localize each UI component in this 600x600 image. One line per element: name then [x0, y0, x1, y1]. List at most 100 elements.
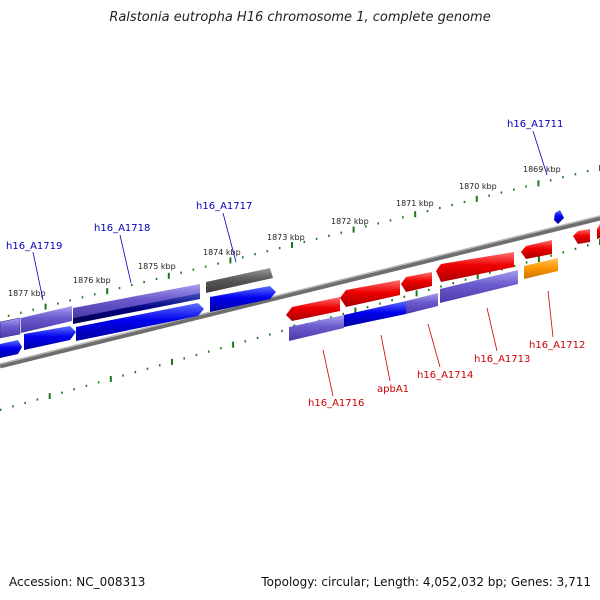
lower-ruler-dot	[403, 295, 406, 298]
gene-edge-red[interactable]	[573, 229, 590, 244]
lower-ruler-dot	[36, 398, 39, 401]
lower-ruler-dot	[428, 288, 430, 291]
lower-ruler-dot	[61, 391, 63, 394]
kbp-label-1869: 1869 kbp	[523, 165, 561, 174]
gene-h16-A1711[interactable]	[554, 210, 564, 224]
upper-ruler-dot	[32, 308, 34, 311]
gene-h16-A1718-navy[interactable]	[73, 293, 200, 324]
kbp-label-1871: 1871 kbp	[396, 199, 434, 208]
kbp-label-1875: 1875 kbp	[138, 262, 176, 271]
lower-ruler-dot	[366, 306, 369, 309]
gene-label-h16-A1719[interactable]: h16_A1719	[6, 241, 62, 252]
lower-ruler-dot	[452, 282, 454, 285]
upper-ruler-major-tick	[414, 211, 417, 218]
gene-apbA1-red[interactable]	[340, 280, 400, 307]
lower-ruler-major-tick	[476, 273, 479, 280]
lower-ruler-dot	[158, 364, 161, 367]
upper-ruler-dot	[488, 194, 490, 197]
lower-ruler-dot	[195, 353, 198, 357]
gene-label-h16-A1714[interactable]: h16_A1714	[417, 370, 473, 381]
lower-ruler-major-tick	[354, 307, 357, 314]
upper-ruler-dot	[574, 173, 577, 176]
upper-scale-ruler	[7, 165, 600, 317]
upper-ruler-dot	[377, 222, 379, 225]
upper-ruler-dot	[180, 271, 182, 274]
gene-h16-A1717[interactable]	[210, 286, 276, 312]
gene-h16-A1716[interactable]	[286, 297, 340, 321]
kbp-label-1874: 1874 kbp	[203, 248, 241, 257]
gene-label-h16-A1713[interactable]: h16_A1713	[474, 354, 530, 365]
lower-ruler-major-tick	[415, 290, 418, 297]
lower-ruler-dot	[330, 316, 332, 319]
lower-ruler-dot	[244, 340, 247, 343]
upper-ruler-dot	[254, 253, 256, 256]
gene-label-apbA1[interactable]: apbA1	[377, 384, 409, 395]
upper-ruler-dot	[131, 283, 133, 287]
gene-h16-A1713-red[interactable]	[436, 252, 514, 282]
gene-h16-A1712[interactable]	[524, 258, 558, 279]
lower-ruler-dot	[489, 271, 491, 274]
upper-ruler-major-tick	[167, 272, 170, 279]
gene-label-h16-A1712[interactable]: h16_A1712	[529, 340, 585, 351]
lower-ruler-dot	[440, 285, 442, 288]
upper-ruler-dot	[192, 268, 195, 271]
upper-ruler-dot	[451, 203, 453, 207]
gene-apbA1[interactable]	[344, 301, 406, 327]
lower-ruler-major-tick	[232, 341, 235, 348]
upper-ruler-major-tick	[44, 303, 47, 310]
kbp-label-1872: 1872 kbp	[331, 217, 369, 226]
upper-ruler-dot	[266, 250, 269, 253]
kbp-label-1877: 1877 kbp	[8, 289, 46, 298]
lower-ruler-dot	[122, 374, 124, 377]
upper-ruler-dot	[303, 240, 306, 243]
upper-ruler-dot	[241, 256, 244, 259]
gene-label-h16-A1716[interactable]: h16_A1716	[308, 398, 364, 409]
gene-label-h16-A1718[interactable]: h16_A1718	[94, 223, 150, 234]
gene-h16-A1714-red[interactable]	[401, 272, 432, 292]
upper-ruler-dot	[586, 170, 589, 173]
lower-ruler-dot	[379, 302, 381, 305]
gene-edge-red-2[interactable]	[597, 224, 600, 239]
lower-ruler-dot	[574, 247, 577, 250]
upper-ruler-dot	[328, 234, 330, 237]
upper-ruler-major-tick	[475, 195, 478, 202]
upper-ruler-dot	[81, 296, 84, 299]
lower-ruler-dot	[269, 333, 271, 336]
upper-ruler-dot	[278, 247, 281, 250]
lower-ruler-dot	[342, 312, 344, 315]
gene-h16-A1714[interactable]	[406, 293, 438, 314]
gene-h16-A1712-red[interactable]	[521, 240, 552, 259]
upper-ruler-dot	[217, 262, 219, 265]
upper-ruler-major-tick	[229, 257, 232, 264]
lower-ruler-dot	[0, 408, 2, 411]
gene-h16-A1719[interactable]	[0, 340, 22, 358]
reverse-strand-genes	[286, 224, 600, 341]
kbp-label-1873: 1873 kbp	[267, 233, 305, 242]
gene-h16-A1718-purple-a[interactable]	[21, 306, 72, 333]
gene-h16-A1718-blue-b[interactable]	[76, 303, 204, 341]
upper-ruler-dot	[500, 191, 503, 194]
gene-label-h16-A1711[interactable]: h16_A1711	[507, 119, 563, 130]
upper-ruler-dot	[7, 314, 10, 317]
gene-h16-A1718-blue-a[interactable]	[24, 326, 76, 350]
gene-h16-A1719-segment[interactable]	[0, 317, 21, 339]
lower-ruler-dot	[85, 384, 88, 387]
lower-ruler-dot	[207, 350, 210, 353]
gene-h16-A1718-purple-b[interactable]	[73, 284, 200, 318]
lower-ruler-dot	[562, 251, 565, 254]
gene-h16-A1713[interactable]	[440, 270, 518, 303]
lower-ruler-dot	[97, 381, 100, 384]
upper-ruler-dot	[57, 302, 59, 305]
gene-h16-A1717-gray[interactable]	[206, 268, 273, 293]
upper-ruler-major-tick	[106, 288, 109, 295]
upper-ruler-dot	[204, 265, 207, 268]
upper-ruler-dot	[118, 287, 121, 290]
upper-ruler-dot	[340, 231, 343, 234]
lower-ruler-dot	[12, 405, 14, 408]
gene-label-h16-A1717[interactable]: h16_A1717	[196, 201, 252, 212]
upper-ruler-dot	[315, 237, 318, 240]
lower-ruler-dot	[550, 254, 552, 257]
map-title: Ralstonia eutropha H16 chromosome 1, com…	[109, 10, 491, 25]
gene-h16-A1716-purple[interactable]	[289, 315, 344, 341]
